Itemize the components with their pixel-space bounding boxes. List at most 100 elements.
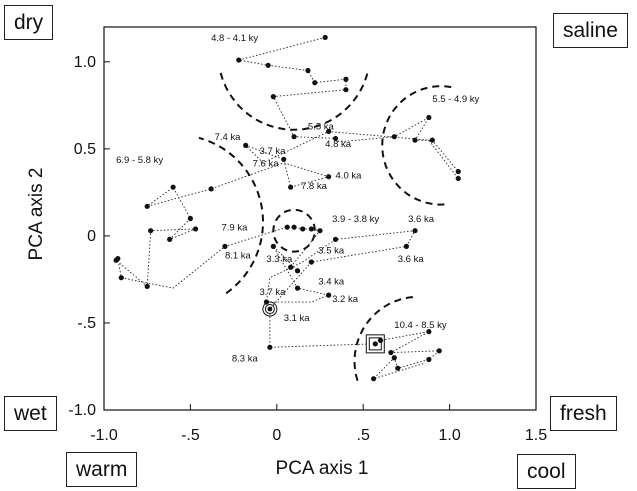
data-point: [284, 224, 290, 230]
data-point: [236, 57, 242, 63]
age-annotation: 3.3 ka: [266, 254, 293, 265]
data-point: [265, 62, 271, 68]
data-point: [388, 349, 394, 356]
data-point: [267, 344, 273, 350]
data-point: [291, 224, 297, 230]
cluster-boundary-arc: [198, 136, 264, 295]
y-tick-label: -1.0: [68, 402, 96, 419]
y-tick-label: -.5: [77, 315, 96, 332]
data-point: [294, 285, 301, 291]
circled-marker-ring: [264, 304, 275, 315]
data-point: [412, 137, 418, 143]
age-annotation: 7.6 ka: [253, 158, 280, 169]
data-point: [208, 186, 214, 192]
age-annotation: 3.6 ka: [408, 214, 435, 225]
cluster-boundary-arc: [353, 296, 414, 384]
x-tick-label: .5: [357, 427, 370, 444]
data-point: [391, 134, 397, 140]
x-axis-title: PCA axis 1: [276, 458, 369, 479]
data-point: [326, 292, 332, 298]
dry-label: dry: [4, 5, 54, 40]
age-annotation: 3.5 ka: [318, 245, 345, 256]
data-point: [395, 365, 401, 371]
circled-marker-ring: [262, 301, 278, 317]
age-annotation: 5.5 - 4.9 ky: [432, 94, 479, 105]
data-point: [148, 228, 154, 234]
data-point: [377, 337, 384, 343]
cluster-boundary-arc: [272, 208, 316, 253]
data-point: [332, 135, 339, 142]
data-point: [426, 114, 432, 121]
data-point: [429, 137, 435, 143]
age-annotation: 3.4 ka: [318, 277, 345, 288]
data-point: [144, 283, 150, 289]
data-point: [118, 275, 124, 281]
data-point: [243, 142, 249, 148]
data-point: [294, 268, 301, 274]
data-point: [167, 236, 173, 242]
age-annotation: 10.4 - 8.5 ky: [394, 320, 447, 331]
data-point: [281, 156, 287, 162]
y-tick-label: 1.0: [74, 54, 96, 71]
age-annotation: 3.1 ka: [284, 313, 311, 324]
x-tick-label: -1.0: [90, 427, 118, 444]
age-annotation: 3.7 ka: [260, 146, 287, 157]
y-axis-title: PCA axis 2: [26, 168, 47, 261]
cool-label: cool: [517, 454, 576, 489]
saline-label: saline: [553, 13, 628, 48]
data-point: [291, 134, 297, 140]
data-point: [300, 226, 306, 232]
age-annotation: 4.8 - 4.1 ky: [211, 33, 258, 44]
boxed-marker-inner: [368, 337, 382, 351]
age-annotation: 5.5 ka: [308, 122, 335, 133]
age-annotation: 8.3 ka: [232, 353, 259, 364]
data-point: [412, 228, 418, 234]
data-point: [305, 67, 311, 74]
data-point: [455, 168, 461, 175]
data-point: [187, 215, 193, 222]
data-point: [455, 175, 461, 182]
age-annotation: 7.8 ka: [301, 181, 328, 192]
age-annotation: 7.4 ka: [215, 132, 242, 143]
age-annotation: 4.8 ka: [325, 139, 352, 150]
circled-marker-dot: [267, 306, 273, 312]
data-point: [270, 94, 276, 100]
data-point: [308, 259, 314, 265]
data-point: [332, 236, 339, 242]
cluster-boundary-arc: [381, 85, 452, 206]
age-annotation: 3.7 ka: [260, 287, 287, 298]
data-point: [322, 34, 328, 41]
data-point: [308, 226, 314, 232]
age-annotation: 8.1 ka: [225, 251, 252, 262]
age-annotation: 4.0 ka: [336, 170, 363, 181]
fresh-label: fresh: [550, 396, 617, 431]
data-point: [263, 299, 270, 305]
y-tick-label: 0.5: [74, 141, 96, 158]
data-point: [426, 356, 432, 363]
data-point: [317, 228, 323, 234]
data-point: [192, 226, 199, 232]
y-tick-label: 0: [87, 228, 96, 245]
age-annotation: 6.9 - 5.8 ky: [116, 155, 163, 166]
data-point: [326, 128, 332, 135]
age-annotation: 3.9 - 3.8 ky: [332, 214, 379, 225]
wet-label: wet: [4, 396, 57, 431]
plot-frame: [103, 26, 537, 411]
data-point: [426, 329, 432, 335]
data-point: [343, 87, 349, 93]
data-point: [288, 184, 294, 190]
age-annotation: 3.6 ka: [398, 254, 425, 265]
age-annotation: 3.2 ka: [332, 294, 359, 305]
data-point: [170, 184, 176, 190]
x-tick-label: 1.5: [525, 427, 547, 444]
data-point: [436, 348, 442, 354]
data-point: [326, 174, 332, 180]
data-point: [270, 243, 276, 249]
data-point: [403, 243, 409, 249]
data-point: [222, 243, 228, 249]
data-point: [370, 376, 377, 382]
data-point: [391, 355, 397, 361]
warm-label: warm: [66, 452, 138, 487]
data-point: [115, 255, 121, 262]
